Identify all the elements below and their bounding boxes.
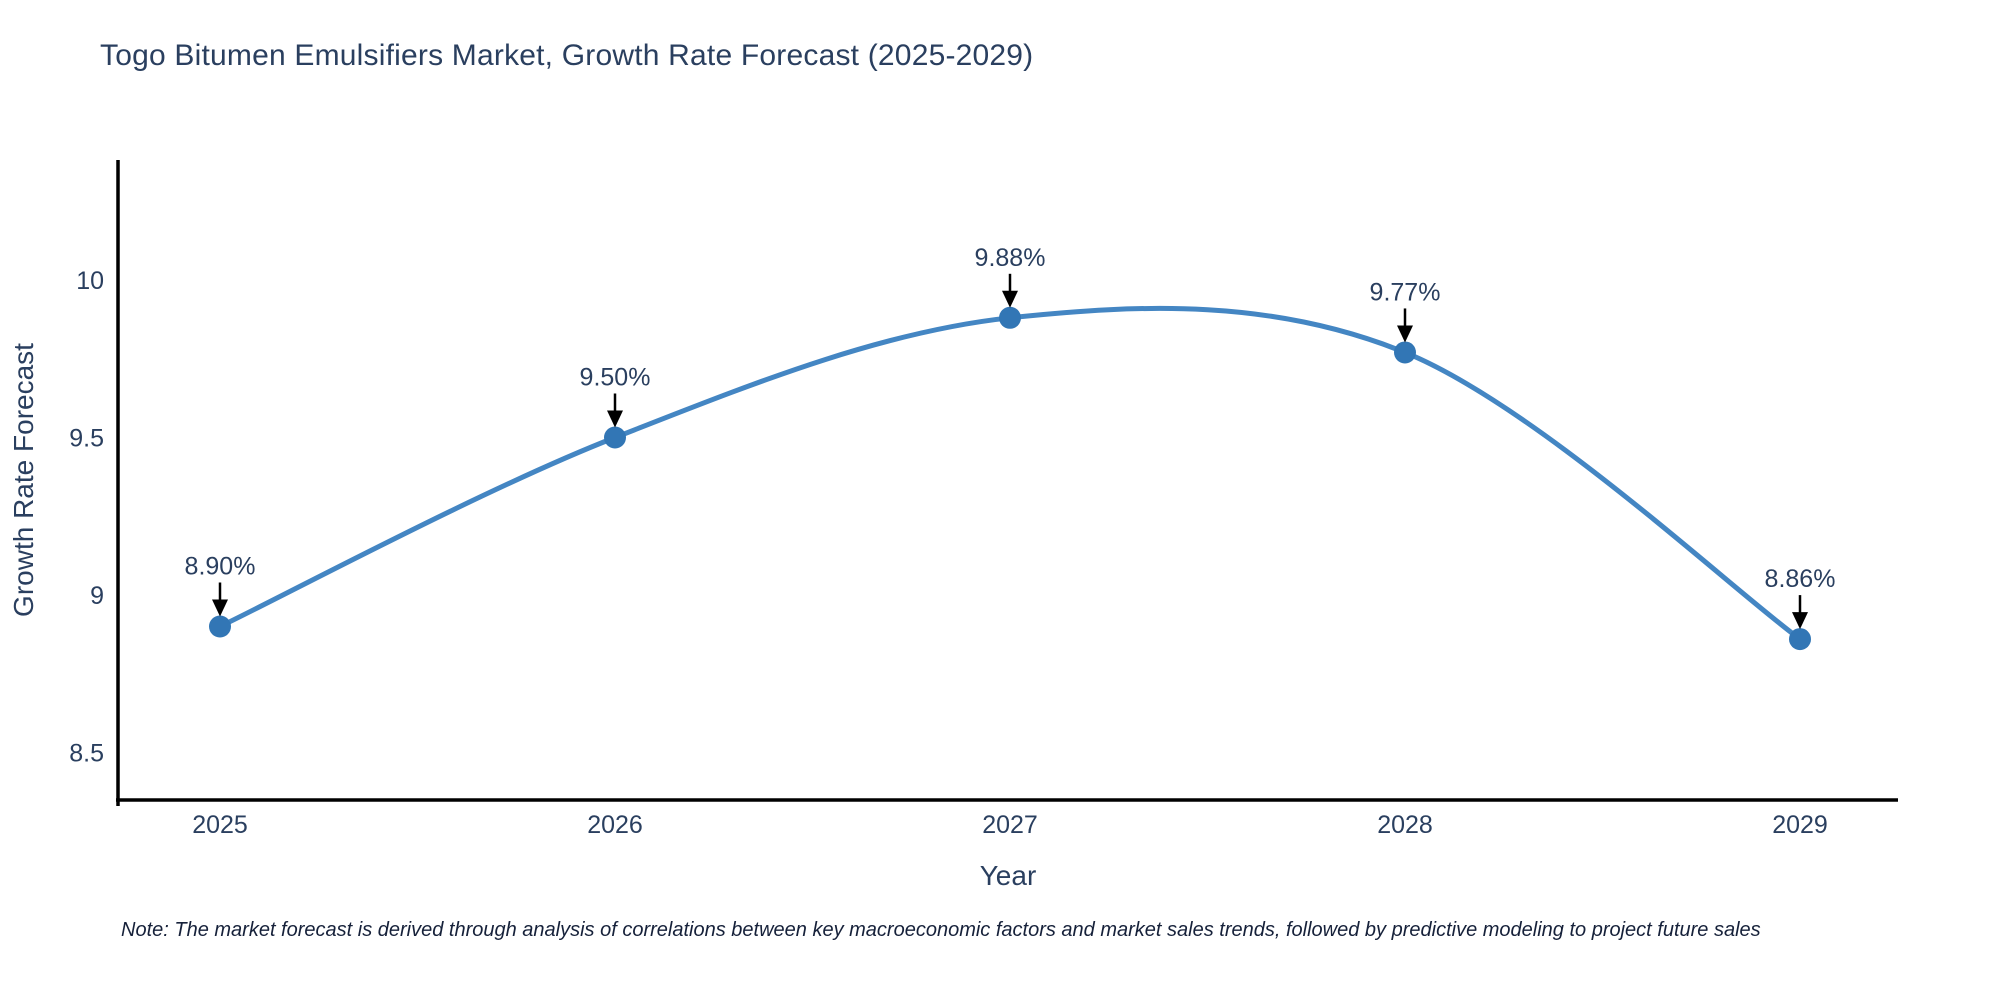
- y-tick-label: 8.5: [69, 740, 104, 768]
- annotation-arrowhead-icon: [607, 410, 623, 428]
- annotation-label: 9.77%: [1370, 278, 1441, 306]
- chart-title: Togo Bitumen Emulsifiers Market, Growth …: [100, 39, 1034, 72]
- annotation-arrowhead-icon: [212, 599, 228, 617]
- x-axis-title: Year: [980, 860, 1037, 891]
- x-tick-label: 2025: [192, 811, 248, 839]
- y-tick-label: 9: [90, 582, 104, 610]
- footnote: Note: The market forecast is derived thr…: [121, 919, 1761, 941]
- annotation-label: 8.86%: [1765, 565, 1836, 593]
- annotation-arrowhead-icon: [1792, 612, 1808, 630]
- annotation-label: 8.90%: [185, 553, 256, 581]
- data-point-marker: [604, 426, 626, 449]
- y-tick-label: 10: [76, 267, 104, 295]
- x-tick-label: 2026: [587, 811, 643, 839]
- y-tick-label: 9.5: [69, 425, 104, 453]
- annotation-arrowhead-icon: [1002, 290, 1018, 308]
- x-tick-label: 2028: [1377, 811, 1433, 839]
- x-tick-label: 2027: [982, 811, 1038, 839]
- data-point-marker: [209, 615, 231, 638]
- y-axis-title: Growth Rate Forecast: [8, 343, 39, 617]
- series-line: [217, 305, 1803, 642]
- annotation-label: 9.50%: [580, 364, 651, 392]
- data-point-marker: [1789, 628, 1811, 651]
- annotation-label: 9.88%: [975, 244, 1046, 272]
- annotation-arrowhead-icon: [1397, 325, 1413, 343]
- data-point-marker: [999, 306, 1021, 329]
- x-tick-label: 2029: [1772, 811, 1828, 839]
- data-point-marker: [1394, 341, 1416, 364]
